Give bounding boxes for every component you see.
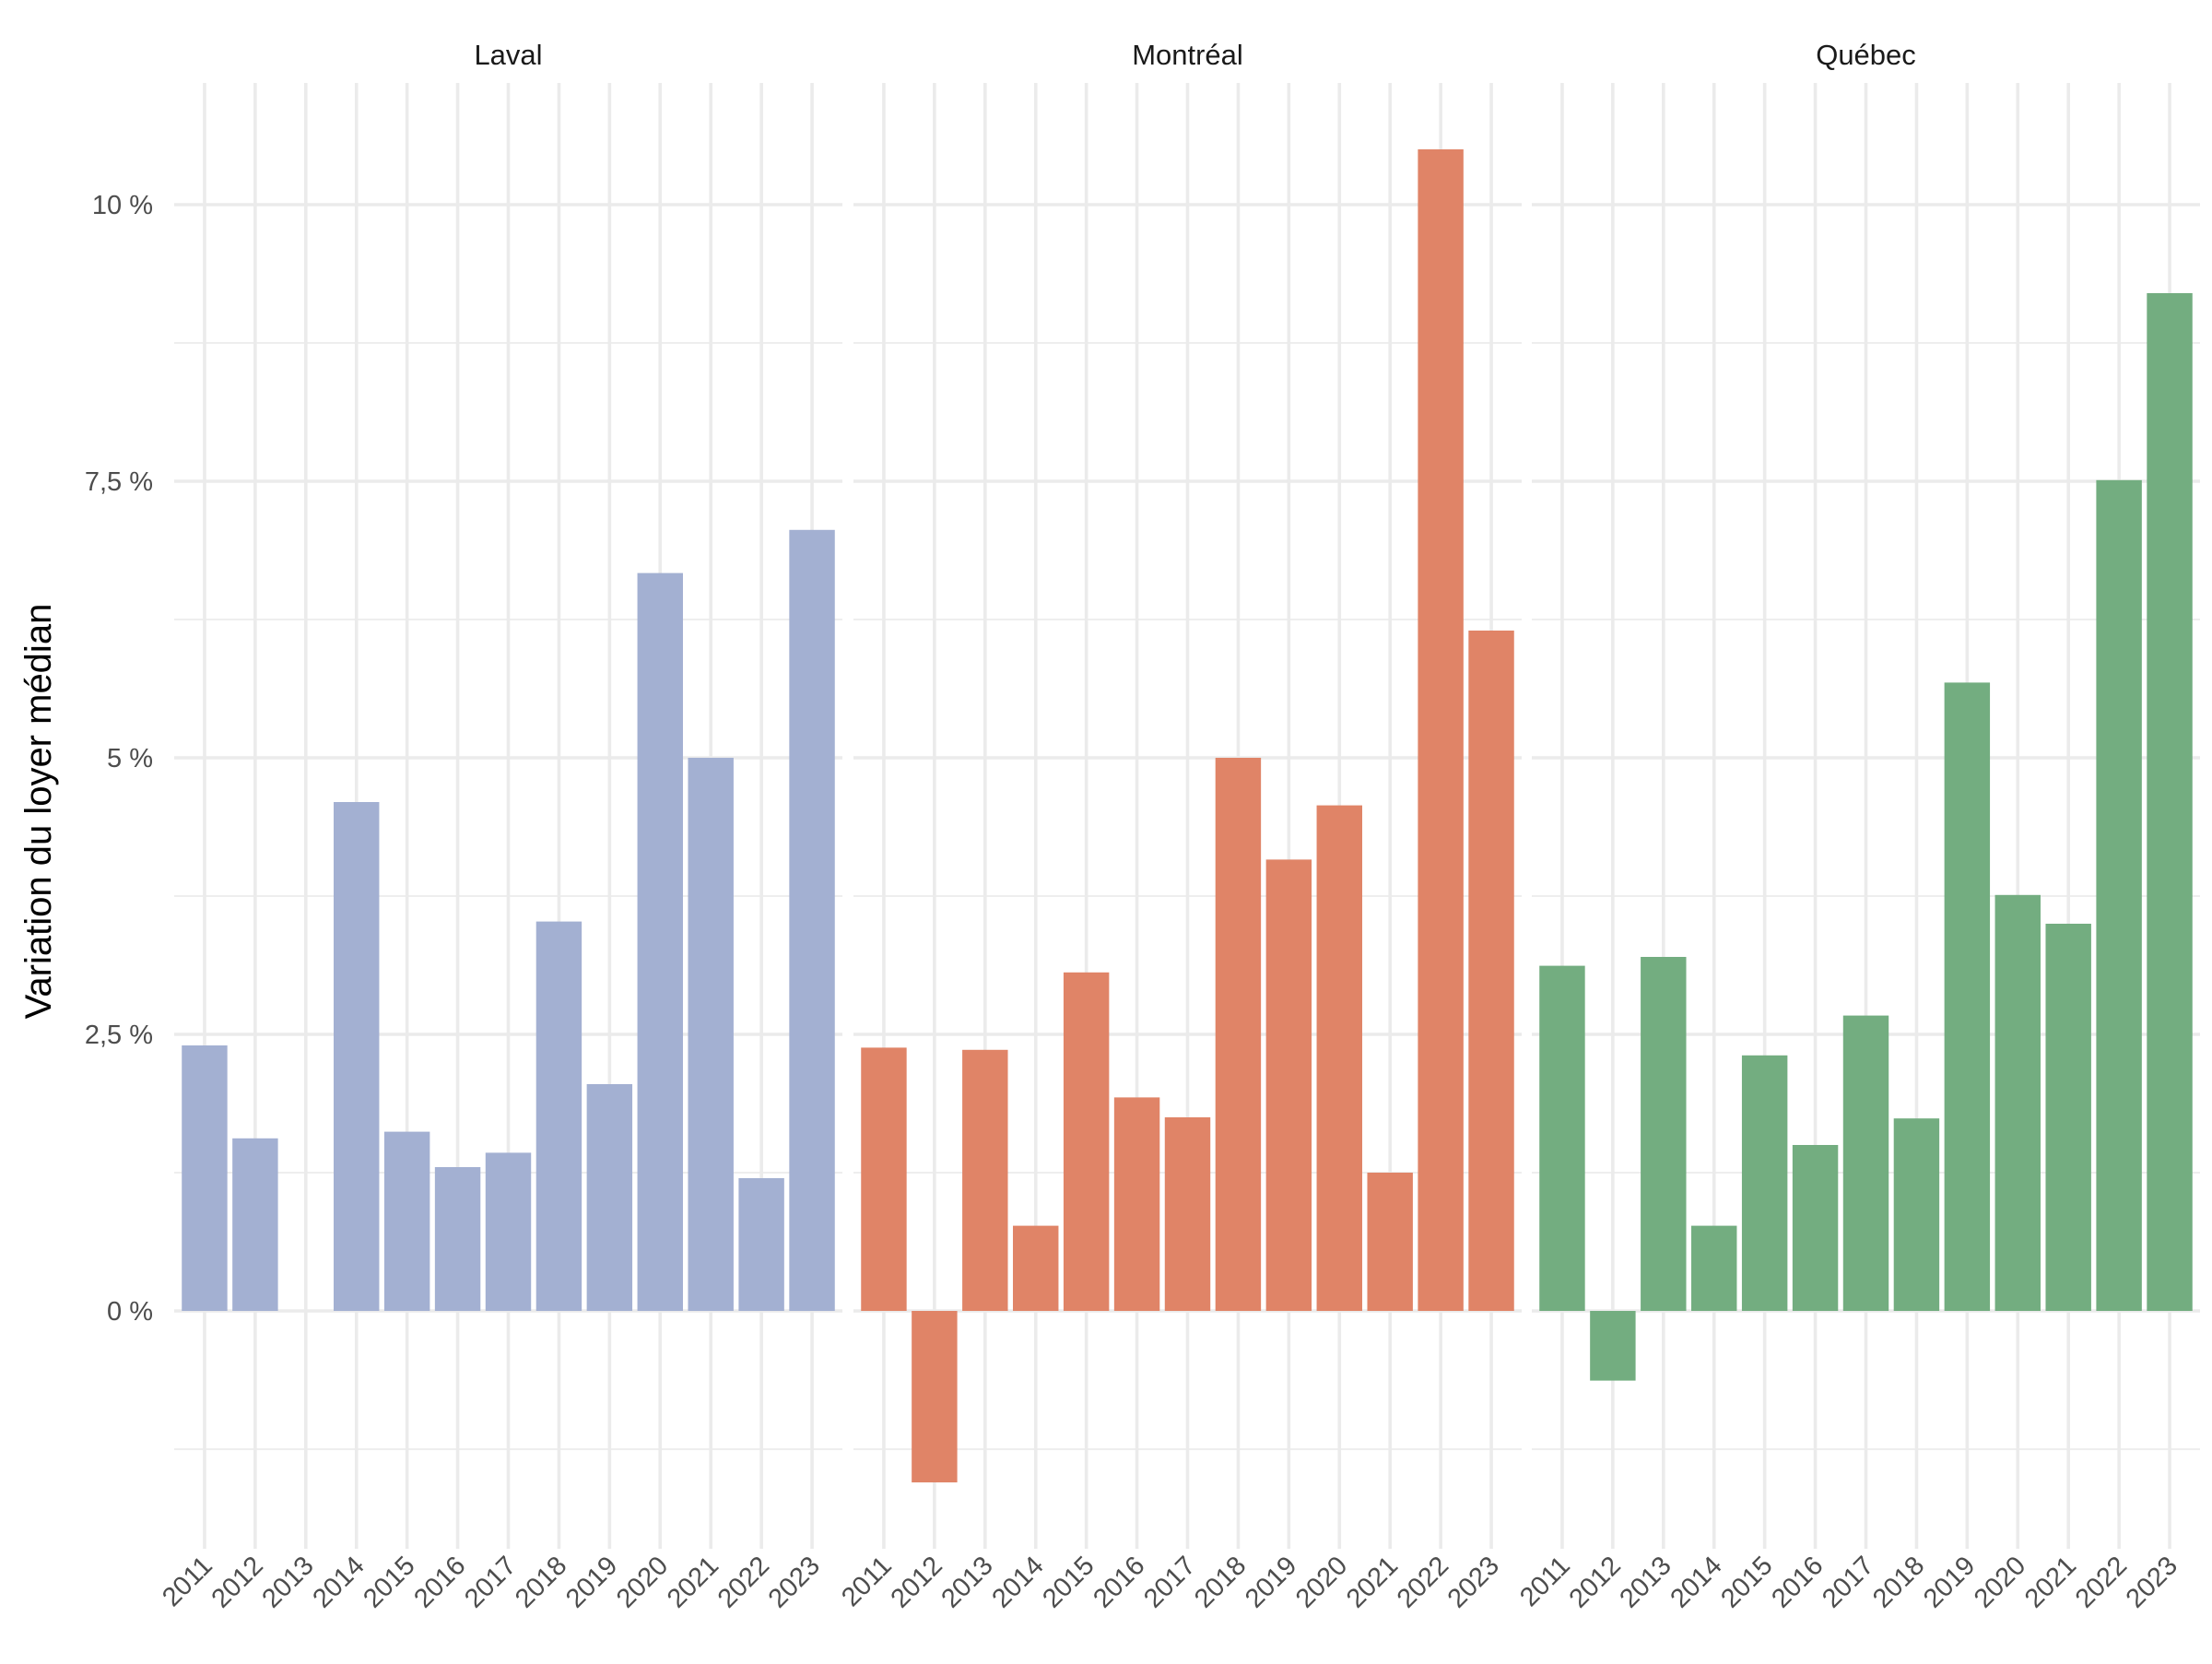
gridlines	[174, 83, 2200, 1549]
x-tick-label-laval-2012: 2012	[206, 1551, 269, 1613]
bar-quebec-2019	[1944, 682, 1991, 1311]
bar-quebec-2018	[1893, 1118, 1940, 1311]
x-tick-label-montreal-2013: 2013	[936, 1551, 999, 1613]
x-tick-label-montreal-2012: 2012	[886, 1551, 948, 1613]
bar-quebec-2013	[1641, 957, 1687, 1311]
x-tick-label-laval-2018: 2018	[510, 1551, 572, 1613]
bar-montreal-2016	[1113, 1097, 1160, 1311]
panel-label-montreal: Montréal	[1132, 39, 1243, 71]
x-tick-label-quebec-2016: 2016	[1766, 1551, 1829, 1613]
x-tick-label-quebec-2014: 2014	[1665, 1551, 1727, 1613]
x-tick-label-quebec-2013: 2013	[1615, 1551, 1677, 1613]
bar-laval-2022	[738, 1178, 784, 1311]
x-tick-label-quebec-2018: 2018	[1867, 1551, 1930, 1613]
bar-montreal-2022	[1418, 149, 1464, 1311]
x-tick-label-quebec-2019: 2019	[1918, 1551, 1981, 1613]
bar-montreal-2012	[912, 1311, 958, 1482]
bar-quebec-2014	[1691, 1225, 1737, 1311]
bar-montreal-2017	[1164, 1117, 1211, 1311]
bar-laval-2012	[232, 1138, 278, 1311]
bars-layer	[182, 149, 2193, 1482]
x-tick-label-laval-2021: 2021	[662, 1551, 724, 1613]
bar-laval-2014	[334, 802, 380, 1311]
x-tick-label-laval-2011: 2011	[157, 1551, 218, 1612]
x-tick-label-quebec-2023: 2023	[2121, 1551, 2183, 1613]
bar-laval-2023	[789, 529, 835, 1311]
x-tick-label-montreal-2011: 2011	[836, 1551, 898, 1612]
x-tick-label-laval-2015: 2015	[358, 1551, 420, 1613]
x-tick-label-quebec-2022: 2022	[2070, 1551, 2133, 1613]
y-tick-label: 2,5 %	[85, 1021, 153, 1050]
bar-quebec-2011	[1539, 965, 1585, 1311]
bar-montreal-2021	[1367, 1173, 1413, 1311]
y-tick-label: 5 %	[107, 744, 153, 773]
x-tick-label-quebec-2011: 2011	[1514, 1551, 1576, 1612]
x-tick-label-laval-2014: 2014	[307, 1551, 370, 1613]
y-axis-title: Variation du loyer médian	[18, 604, 59, 1020]
bar-montreal-2019	[1265, 859, 1312, 1311]
x-tick-label-montreal-2023: 2023	[1442, 1551, 1505, 1613]
panel-label-quebec: Québec	[1816, 39, 1916, 71]
x-tick-label-laval-2023: 2023	[763, 1551, 826, 1613]
bar-quebec-2023	[2147, 293, 2193, 1311]
x-tick-label-quebec-2017: 2017	[1817, 1551, 1879, 1613]
x-tick-label-montreal-2018: 2018	[1189, 1551, 1252, 1613]
bar-laval-2021	[688, 758, 734, 1311]
bar-laval-2015	[383, 1131, 430, 1311]
bar-laval-2011	[182, 1045, 228, 1311]
x-tick-label-montreal-2017: 2017	[1138, 1551, 1201, 1613]
x-tick-label-montreal-2021: 2021	[1341, 1551, 1404, 1613]
bar-montreal-2020	[1316, 805, 1362, 1311]
x-tick-label-montreal-2016: 2016	[1088, 1551, 1150, 1613]
x-tick-label-laval-2019: 2019	[560, 1551, 623, 1613]
bar-laval-2017	[485, 1152, 532, 1311]
bar-montreal-2013	[962, 1049, 1008, 1311]
x-tick-label-montreal-2014: 2014	[986, 1551, 1049, 1613]
bar-laval-2018	[535, 921, 582, 1311]
x-tick-label-laval-2017: 2017	[459, 1551, 522, 1613]
bar-montreal-2014	[1013, 1225, 1059, 1311]
x-tick-label-montreal-2015: 2015	[1037, 1551, 1100, 1613]
x-tick-label-quebec-2012: 2012	[1564, 1551, 1627, 1613]
bar-montreal-2023	[1468, 631, 1514, 1311]
y-tick-label: 7,5 %	[85, 467, 153, 497]
bar-quebec-2015	[1741, 1055, 1788, 1311]
x-tick-label-montreal-2022: 2022	[1392, 1551, 1454, 1613]
x-tick-label-laval-2020: 2020	[611, 1551, 674, 1613]
bar-laval-2020	[637, 572, 683, 1311]
x-tick-label-quebec-2020: 2020	[1969, 1551, 2031, 1613]
y-tick-label: 0 %	[107, 1297, 153, 1327]
bar-montreal-2018	[1215, 758, 1262, 1311]
x-tick-label-laval-2013: 2013	[257, 1551, 320, 1613]
bar-laval-2019	[586, 1084, 633, 1311]
bar-quebec-2020	[1994, 894, 2041, 1311]
bar-quebec-2021	[2045, 924, 2091, 1311]
bar-quebec-2022	[2096, 479, 2142, 1311]
x-tick-label-laval-2022: 2022	[712, 1551, 775, 1613]
bar-quebec-2017	[1842, 1015, 1889, 1311]
panel-label-laval: Laval	[474, 39, 542, 71]
y-tick-label: 10 %	[92, 191, 153, 220]
bar-laval-2016	[434, 1167, 481, 1311]
x-tick-label-montreal-2020: 2020	[1290, 1551, 1353, 1613]
bar-montreal-2015	[1063, 972, 1110, 1311]
bar-quebec-2012	[1590, 1311, 1636, 1381]
labels-layer: Laval20112012201320142015201620172018201…	[85, 39, 2183, 1614]
bar-quebec-2016	[1792, 1145, 1839, 1311]
x-tick-label-montreal-2019: 2019	[1240, 1551, 1302, 1613]
x-tick-label-quebec-2015: 2015	[1715, 1551, 1778, 1613]
x-tick-label-quebec-2021: 2021	[2019, 1551, 2082, 1613]
bar-montreal-2011	[861, 1047, 907, 1311]
x-tick-label-laval-2016: 2016	[408, 1551, 471, 1613]
